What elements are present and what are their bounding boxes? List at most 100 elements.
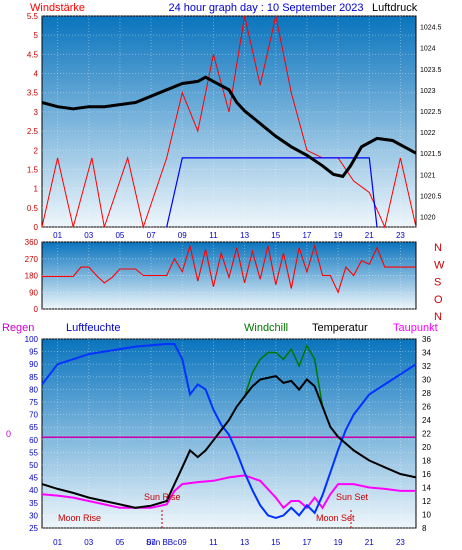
panel-wind-pressure-series (41, 15, 417, 229)
panel-wind-pressure-grid (42, 15, 416, 228)
humidity-tick: 35 (29, 499, 38, 508)
series-taupunkt (41, 474, 416, 510)
temperature-tick: 36 (422, 335, 431, 344)
x-tick-label: 07 (147, 538, 156, 547)
x-tick-label: 13 (240, 538, 249, 547)
wind-speed-tick: 1.5 (27, 165, 39, 174)
annotation-sun-rise: Sun Rise (144, 492, 181, 502)
x-axis-top: 01 03 05 07 09 11 13 15 17 19 21 23 (53, 231, 405, 240)
compass-letter: W (434, 259, 445, 271)
humidity-tick: 75 (29, 398, 38, 407)
wind-speed-tick: 4.5 (27, 50, 39, 59)
compass-letter: S (434, 277, 441, 289)
x-tick-label: 09 (178, 538, 187, 547)
wind-speed-tick: 0.5 (27, 204, 39, 213)
pressure-tick: 1023 (420, 88, 436, 95)
x-tick-label: 19 (334, 231, 343, 240)
wind-speed-tick: 2 (34, 146, 39, 155)
temperature-tick: 12 (422, 497, 431, 506)
x-tick-label: 05 (115, 231, 124, 240)
x-tick-label: 21 (365, 231, 374, 240)
header-center-title: 24 hour graph day : 10 September 2023 (168, 2, 363, 14)
humidity-tick: 80 (29, 385, 38, 394)
x-tick-label: 23 (396, 231, 405, 240)
series-luftfeuchte (41, 343, 417, 519)
series-windstarke (41, 15, 417, 229)
pressure-tick: 1022.5 (420, 109, 442, 116)
x-tick-label: 11 (209, 231, 218, 240)
label-regen: Regen (2, 322, 34, 334)
annotation-sun-set: Sun Set (336, 492, 369, 502)
panel-wind-pressure (41, 15, 417, 228)
wind-speed-tick: 2.5 (27, 127, 39, 136)
temperature-tick: 8 (422, 524, 427, 533)
humidity-axis: 100 95 90 85 80 75 70 65 60 55 50 45 40 35 30 25 (25, 335, 39, 533)
pressure-tick: 1021.5 (420, 151, 442, 158)
label-taupunkt: Taupunkt (393, 322, 438, 334)
label-windchill: Windchill (244, 322, 288, 334)
annotation-moon-rise: Moon Rise (58, 513, 101, 523)
pressure-tick: 1023.5 (420, 67, 442, 74)
x-tick-label: 09 (178, 231, 187, 240)
pressure-tick: 1020 (420, 214, 436, 221)
humidity-tick: 90 (29, 360, 38, 369)
temperature-tick: 24 (422, 416, 431, 425)
humidity-tick: 30 (29, 511, 38, 520)
x-tick-label: 23 (396, 538, 405, 547)
sun-bc-label: Sun BBc (146, 538, 177, 547)
pressure-tick: 1021 (420, 172, 436, 179)
temperature-tick: 14 (422, 484, 431, 493)
pressure-tick: 1022 (420, 130, 436, 137)
annotation-moon-set: Moon Set (316, 513, 355, 523)
temperature-tick: 30 (422, 376, 431, 385)
x-tick-label: 15 (271, 538, 280, 547)
humidity-tick: 25 (29, 524, 38, 533)
wind-speed-tick: 5 (34, 31, 39, 40)
x-tick-label: 11 (209, 538, 218, 547)
wind-speed-tick: 0 (34, 223, 39, 232)
wind-speed-tick: 4 (34, 70, 39, 79)
label-temperatur: Temperatur (312, 322, 368, 334)
wind-direction-tick: 0 (34, 305, 39, 314)
series-temperatur (41, 375, 417, 509)
wind-speed-tick: 5.5 (27, 12, 39, 21)
humidity-tick: 45 (29, 474, 38, 483)
panel-wind-direction-series (42, 243, 416, 294)
x-tick-label: 05 (115, 538, 124, 547)
wind-speed-axis: 5.5 5 4.5 4 3.5 3 2.5 2 1.5 1 0.5 0 (27, 12, 39, 232)
humidity-tick: 70 (29, 411, 38, 420)
regen-zero-label: 0 (6, 429, 11, 439)
header-left-title: Windstärke (30, 2, 85, 14)
wind-direction-tick: 180 (25, 272, 39, 281)
x-tick-label: 07 (147, 231, 156, 240)
wind-speed-tick: 3.5 (27, 89, 39, 98)
wind-direction-axis: 360 270 180 90 0 (25, 238, 39, 314)
temperature-axis: 36 34 32 30 28 26 24 22 20 18 16 14 12 10 8 (422, 335, 431, 533)
temperature-tick: 20 (422, 443, 431, 452)
temperature-tick: 22 (422, 430, 431, 439)
temperature-tick: 32 (422, 362, 431, 371)
header-right-title: Luftdruck (372, 2, 418, 14)
compass-letter: N (434, 311, 442, 323)
x-tick-label: 03 (84, 538, 93, 547)
humidity-tick: 65 (29, 423, 38, 432)
x-tick-label: 03 (84, 231, 93, 240)
humidity-tick: 55 (29, 448, 38, 457)
label-luftfeuchte: Luftfeuchte (66, 322, 120, 334)
x-tick-label: 17 (302, 231, 311, 240)
wind-speed-tick: 3 (34, 108, 39, 117)
humidity-tick: 95 (29, 348, 38, 357)
x-axis-bottom: 01 03 05 07 09 11 13 15 17 19 21 23 (53, 538, 405, 547)
humidity-tick: 85 (29, 373, 38, 382)
wind-direction-tick: 360 (25, 238, 39, 247)
humidity-tick: 40 (29, 486, 38, 495)
pressure-tick: 1024.5 (420, 25, 442, 32)
pressure-tick: 1024 (420, 46, 436, 53)
wind-speed-tick: 1 (34, 185, 39, 194)
x-tick-label: 15 (271, 231, 280, 240)
temperature-tick: 26 (422, 403, 431, 412)
x-tick-label: 19 (334, 538, 343, 547)
series-windrichtung (42, 243, 416, 294)
